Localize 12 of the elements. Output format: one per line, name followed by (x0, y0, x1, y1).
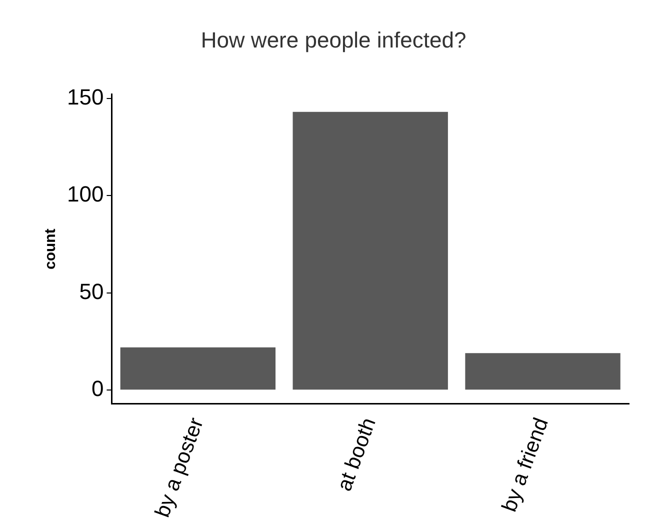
bar (465, 353, 620, 390)
x-tick-label: by a poster (150, 414, 208, 520)
chart-title: How were people infected? (200, 27, 466, 52)
y-tick-label: 100 (66, 182, 104, 207)
y-tick-label: 150 (66, 84, 104, 110)
y-tick-label: 50 (79, 278, 104, 304)
bar (120, 347, 276, 390)
y-axis-title: count (42, 228, 60, 270)
x-tick-label: at booth (332, 414, 380, 494)
y-tick-label: 0 (91, 376, 104, 402)
bar (292, 112, 448, 390)
x-tick-label: by a friend (498, 414, 553, 515)
